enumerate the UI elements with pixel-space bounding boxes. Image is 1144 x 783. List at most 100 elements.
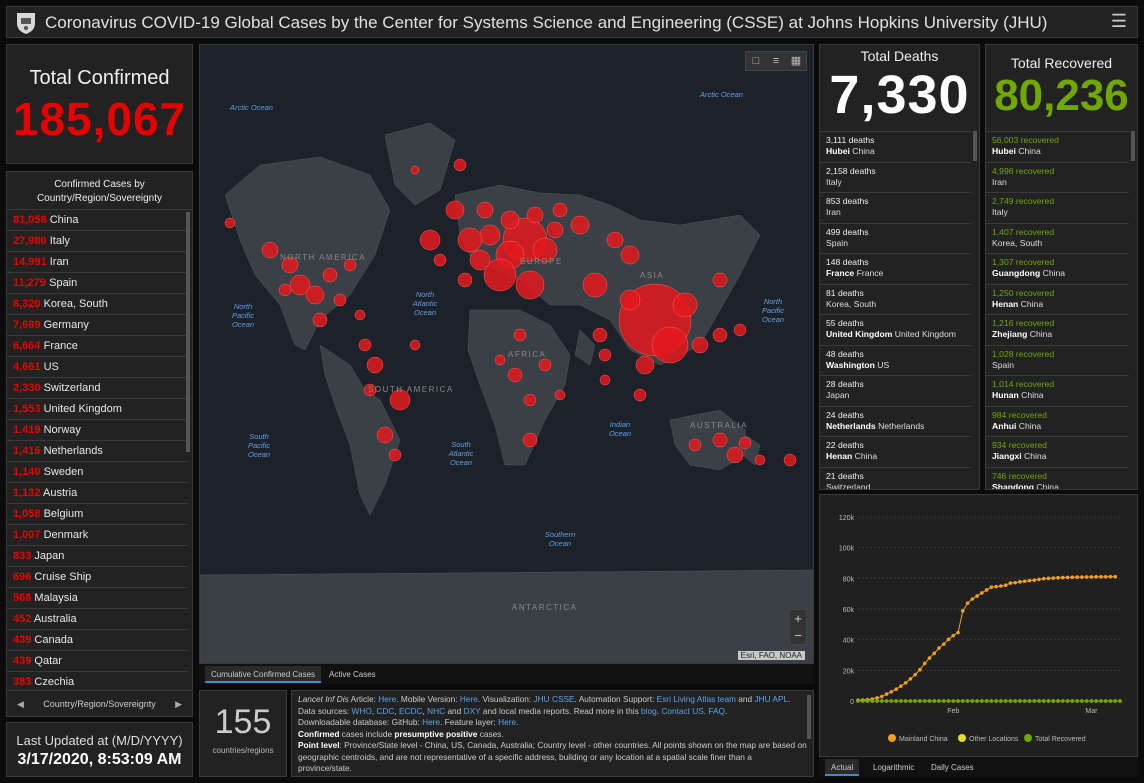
data-point[interactable] bbox=[1008, 581, 1013, 585]
data-point[interactable] bbox=[1065, 699, 1070, 703]
recovered-list[interactable]: 56,003 recovered Hubei China 4,996 recover… bbox=[986, 131, 1129, 489]
data-point[interactable] bbox=[1108, 574, 1113, 579]
case-bubble[interactable] bbox=[712, 432, 728, 448]
data-point[interactable] bbox=[980, 699, 984, 703]
data-point[interactable] bbox=[937, 646, 941, 650]
data-point[interactable] bbox=[975, 594, 979, 598]
data-point[interactable] bbox=[1108, 699, 1113, 703]
confirmed-list[interactable]: 81,058 China 27,980 Italy 14,991 Iran 11,27… bbox=[7, 210, 188, 690]
data-point[interactable] bbox=[1018, 580, 1022, 584]
data-point[interactable] bbox=[903, 699, 908, 703]
case-bubble[interactable] bbox=[389, 389, 411, 411]
country-row[interactable]: 8,320 Korea, South bbox=[7, 294, 188, 315]
data-point[interactable] bbox=[937, 699, 941, 703]
case-bubble[interactable] bbox=[376, 426, 394, 444]
nhc-link[interactable]: NHC bbox=[427, 705, 446, 716]
list-item[interactable]: 21 deaths Switzerland bbox=[820, 468, 971, 490]
case-bubble[interactable] bbox=[483, 258, 517, 292]
data-point[interactable] bbox=[1099, 575, 1103, 579]
data-point[interactable] bbox=[1075, 575, 1079, 579]
data-point[interactable] bbox=[1084, 699, 1089, 703]
data-point[interactable] bbox=[927, 699, 932, 703]
data-point[interactable] bbox=[965, 601, 970, 605]
dxy-link[interactable]: DXY bbox=[463, 705, 481, 716]
list-item[interactable]: 24 deaths Netherlands Netherlands bbox=[820, 407, 971, 437]
case-bubble[interactable] bbox=[469, 249, 491, 271]
list-item[interactable]: 48 deaths Washington US bbox=[820, 346, 971, 376]
tab-daily-cases[interactable]: Daily Cases bbox=[931, 763, 974, 772]
case-bubble[interactable] bbox=[476, 201, 494, 219]
data-point[interactable] bbox=[961, 699, 965, 703]
faq-link[interactable]: FAQ bbox=[708, 705, 726, 716]
data-point[interactable] bbox=[970, 699, 975, 703]
country-row[interactable]: 6,664 France bbox=[7, 336, 188, 357]
data-point[interactable] bbox=[951, 699, 956, 703]
case-bubble[interactable] bbox=[261, 241, 279, 259]
data-point[interactable] bbox=[889, 690, 894, 694]
country-row[interactable]: 1,058 Belgium bbox=[7, 504, 188, 525]
data-point[interactable] bbox=[941, 642, 946, 646]
case-bubble[interactable] bbox=[410, 165, 420, 175]
data-point[interactable] bbox=[1103, 699, 1108, 703]
country-row[interactable]: 383 Czechia bbox=[7, 672, 188, 690]
data-point[interactable] bbox=[1113, 699, 1118, 703]
case-bubble[interactable] bbox=[457, 227, 483, 253]
data-point[interactable] bbox=[927, 656, 932, 660]
list-item[interactable]: 1,216 recovered Zhejiang China bbox=[986, 315, 1129, 346]
data-point[interactable] bbox=[875, 696, 879, 700]
data-point[interactable] bbox=[1032, 578, 1037, 582]
data-point[interactable] bbox=[956, 699, 960, 703]
case-bubble[interactable] bbox=[733, 323, 747, 337]
country-row[interactable]: 1,416 Netherlands bbox=[7, 441, 188, 462]
list-item[interactable]: 1,028 recovered Spain bbox=[986, 346, 1129, 376]
list-item[interactable]: 1,407 recovered Korea, South bbox=[986, 224, 1129, 254]
data-point[interactable] bbox=[970, 597, 975, 601]
data-point[interactable] bbox=[899, 684, 903, 688]
case-bubble[interactable] bbox=[363, 383, 377, 397]
data-point[interactable] bbox=[1003, 699, 1008, 703]
case-bubble[interactable] bbox=[224, 217, 236, 229]
prev-arrow-icon[interactable]: ◀ bbox=[17, 699, 24, 709]
case-bubble[interactable] bbox=[281, 256, 299, 274]
data-point[interactable] bbox=[880, 694, 884, 699]
data-point[interactable] bbox=[913, 699, 917, 703]
map-canvas[interactable] bbox=[200, 45, 814, 664]
country-row[interactable]: 696 Cruise Ship bbox=[7, 567, 188, 588]
data-point[interactable] bbox=[984, 699, 989, 703]
list-item[interactable]: 148 deaths France France bbox=[820, 254, 971, 285]
country-row[interactable]: 14,991 Iran bbox=[7, 252, 188, 273]
case-bubble[interactable] bbox=[619, 289, 641, 311]
case-bubble[interactable] bbox=[783, 453, 797, 467]
cases-chart[interactable]: 0 20k 40k 60k 80k 100k 120k Feb Mar Mainland Chin… bbox=[820, 495, 1139, 758]
case-bubble[interactable] bbox=[570, 215, 590, 235]
data-point[interactable] bbox=[980, 591, 984, 595]
data-point[interactable] bbox=[884, 692, 889, 696]
data-point[interactable] bbox=[1080, 575, 1084, 579]
case-bubble[interactable] bbox=[419, 229, 441, 251]
data-point[interactable] bbox=[870, 699, 875, 703]
case-bubble[interactable] bbox=[538, 358, 552, 372]
basemap-gallery-icon[interactable]: ▦ bbox=[790, 55, 802, 67]
confirmed-list-scrollbar[interactable] bbox=[186, 212, 190, 452]
case-bubble[interactable] bbox=[507, 367, 523, 383]
data-point[interactable] bbox=[1041, 576, 1046, 581]
data-point[interactable] bbox=[1046, 699, 1051, 703]
case-bubble[interactable] bbox=[278, 283, 292, 297]
data-point[interactable] bbox=[1103, 575, 1108, 579]
next-arrow-icon[interactable]: ▶ bbox=[175, 699, 182, 709]
data-point[interactable] bbox=[1027, 578, 1032, 583]
apl-link[interactable]: JHU APL bbox=[754, 694, 789, 704]
data-point[interactable] bbox=[894, 687, 898, 691]
case-bubble[interactable] bbox=[620, 245, 640, 265]
data-point[interactable] bbox=[1061, 699, 1065, 703]
data-point[interactable] bbox=[1089, 575, 1094, 579]
list-item[interactable]: 56,003 recovered Hubei China bbox=[986, 132, 1129, 163]
country-row[interactable]: 452 Australia bbox=[7, 609, 188, 630]
country-row[interactable]: 81,058 China bbox=[7, 210, 188, 231]
case-bubble[interactable] bbox=[672, 292, 698, 318]
list-item[interactable]: 4,996 recovered Iran bbox=[986, 163, 1129, 193]
list-item[interactable]: 2,158 deaths Italy bbox=[820, 163, 971, 193]
contact-link[interactable]: Contact US bbox=[661, 705, 704, 716]
esri-link[interactable]: Esri Living Atlas team bbox=[656, 694, 736, 704]
data-point[interactable] bbox=[1046, 576, 1051, 581]
